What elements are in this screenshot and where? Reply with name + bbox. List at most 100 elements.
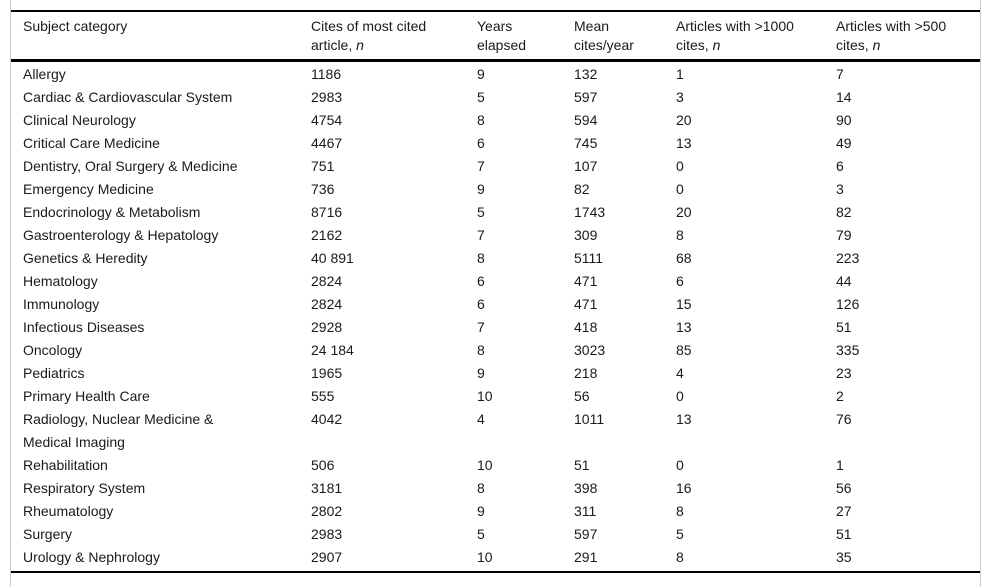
cell-articles-gt500: 7 [836,66,844,82]
cell-cites-most-cited: 736 [311,181,335,197]
cell-subject-category: Endocrinology & Metabolism [23,204,201,220]
cell-articles-gt1000: 4 [676,365,684,381]
cell-articles-gt1000: 0 [676,181,684,197]
cell-mean-cites-per-year: 309 [574,227,598,243]
cell-subject-category: Infectious Diseases [23,319,145,335]
table-row: Respiratory System 3181 8 398 16 56 [11,477,980,500]
cell-mean-cites-per-year: 5111 [574,250,604,266]
cell-cites-most-cited: 2162 [311,227,343,243]
cell-articles-gt500: 335 [836,342,860,358]
cell-subject-category: Surgery [23,526,73,542]
header-label: Subject category [23,18,128,34]
cell-mean-cites-per-year: 594 [574,112,598,128]
header-label: elapsed [477,37,527,53]
cell-articles-gt1000: 0 [676,388,684,404]
cell-years-elapsed: 10 [477,549,493,565]
cell-mean-cites-per-year: 51 [574,457,590,473]
table-row: Dentistry, Oral Surgery & Medicine 751 7… [11,155,980,178]
header-label: article, [311,37,357,53]
table-row: Allergy 1186 9 132 1 7 [11,61,980,87]
table-row: Infectious Diseases 2928 7 418 13 51 [11,316,980,339]
cell-articles-gt500: 23 [836,365,852,381]
cell-years-elapsed: 9 [477,181,485,197]
cell-articles-gt500: 3 [836,181,844,197]
header-label: cites, [676,37,713,53]
cell-years-elapsed: 8 [477,112,485,128]
cell-years-elapsed: 5 [477,204,485,220]
cell-years-elapsed: 8 [477,342,485,358]
header-italic-n: n [872,37,881,53]
cell-mean-cites-per-year: 597 [574,526,598,542]
cell-years-elapsed: 9 [477,66,485,82]
cell-years-elapsed: 9 [477,365,485,381]
cell-subject-category: Gastroenterology & Hepatology [23,227,219,243]
col-header-articles-gt1000: Articles with >1000 cites, n [676,11,836,62]
cell-articles-gt500: 51 [836,319,852,335]
cell-articles-gt1000: 13 [676,319,692,335]
cell-cites-most-cited: 2928 [311,319,343,335]
cell-cites-most-cited: 555 [311,388,335,404]
cell-subject-category: Emergency Medicine [23,181,154,197]
header-label: Articles with >500 [836,18,947,34]
cell-articles-gt1000: 8 [676,549,684,565]
cell-subject-category: Allergy [23,66,66,82]
cell-articles-gt1000: 68 [676,250,692,266]
header-label: Mean [574,18,610,34]
cell-articles-gt500: 223 [836,250,860,266]
cell-years-elapsed: 4 [477,411,485,427]
cell-subject-category: Radiology, Nuclear Medicine & Medical Im… [23,411,214,450]
cell-years-elapsed: 7 [477,227,485,243]
table-row: Clinical Neurology 4754 8 594 20 90 [11,109,980,132]
cell-mean-cites-per-year: 82 [574,181,590,197]
cell-years-elapsed: 5 [477,89,485,105]
cell-articles-gt1000: 8 [676,227,684,243]
cell-subject-category: Oncology [23,342,83,358]
table-row: Urology & Nephrology 2907 10 291 8 35 [11,546,980,572]
cell-articles-gt1000: 5 [676,526,684,542]
cell-years-elapsed: 7 [477,319,485,335]
col-header-subject-category: Subject category [11,11,311,62]
col-header-years-elapsed: Years elapsed [477,11,574,62]
table-row: Surgery 2983 5 597 5 51 [11,523,980,546]
cell-mean-cites-per-year: 471 [574,273,598,289]
cell-articles-gt1000: 1 [676,66,684,82]
table-row: Rheumatology 2802 9 311 8 27 [11,500,980,523]
cell-cites-most-cited: 2907 [311,549,343,565]
cell-mean-cites-per-year: 107 [574,158,598,174]
cell-cites-most-cited: 4042 [311,411,343,427]
header-label: cites/year [574,37,634,53]
cell-subject-category: Rehabilitation [23,457,108,473]
cell-years-elapsed: 6 [477,296,485,312]
cell-mean-cites-per-year: 418 [574,319,598,335]
cell-articles-gt1000: 0 [676,158,684,174]
cell-years-elapsed: 10 [477,388,493,404]
cell-mean-cites-per-year: 56 [574,388,590,404]
table-row: Oncology 24 184 8 3023 85 335 [11,339,980,362]
cell-subject-category: Urology & Nephrology [23,549,160,565]
cell-articles-gt500: 14 [836,89,852,105]
cell-mean-cites-per-year: 132 [574,66,598,82]
cell-cites-most-cited: 4754 [311,112,343,128]
header-label: Years [477,18,513,34]
cell-mean-cites-per-year: 398 [574,480,598,496]
col-header-articles-gt500: Articles with >500 cites, n [836,11,980,62]
cell-subject-category: Critical Care Medicine [23,135,160,151]
table-row: Cardiac & Cardiovascular System 2983 5 5… [11,86,980,109]
cell-mean-cites-per-year: 471 [574,296,598,312]
cell-cites-most-cited: 1965 [311,365,343,381]
cell-articles-gt1000: 13 [676,135,692,151]
cell-subject-category: Pediatrics [23,365,85,381]
cell-articles-gt500: 35 [836,549,852,565]
cell-cites-most-cited: 40 891 [311,250,354,266]
cell-articles-gt500: 51 [836,526,852,542]
cell-subject-category: Clinical Neurology [23,112,136,128]
cell-articles-gt1000: 15 [676,296,692,312]
cell-years-elapsed: 5 [477,526,485,542]
cell-cites-most-cited: 506 [311,457,335,473]
cell-years-elapsed: 6 [477,135,485,151]
cell-articles-gt1000: 16 [676,480,692,496]
cell-subject-category: Dentistry, Oral Surgery & Medicine [23,158,238,174]
cell-cites-most-cited: 751 [311,158,335,174]
cell-articles-gt500: 44 [836,273,852,289]
cell-articles-gt500: 82 [836,204,852,220]
